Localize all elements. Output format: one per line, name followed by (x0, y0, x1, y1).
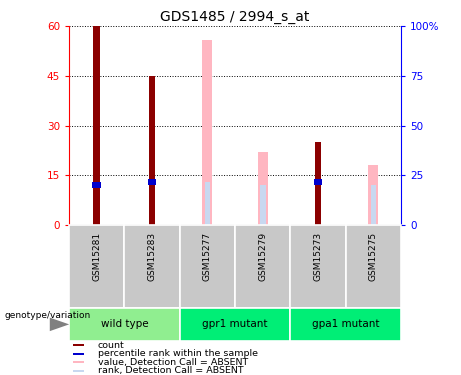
Text: wild type: wild type (100, 320, 148, 329)
Text: GSM15273: GSM15273 (313, 232, 323, 281)
Text: count: count (98, 341, 124, 350)
Bar (149, 76, 155, 225)
Bar (260, 185, 266, 225)
Bar (69, 225, 124, 308)
Text: gpa1 mutant: gpa1 mutant (312, 320, 379, 329)
Bar (73, 345, 84, 346)
Bar (258, 152, 268, 225)
Text: rank, Detection Call = ABSENT: rank, Detection Call = ABSENT (98, 366, 243, 375)
Text: GSM15277: GSM15277 (203, 232, 212, 281)
Bar (73, 370, 84, 372)
Text: GSM15283: GSM15283 (148, 232, 157, 281)
Text: value, Detection Call = ABSENT: value, Detection Call = ABSENT (98, 358, 248, 367)
Bar (346, 225, 401, 308)
Bar (148, 179, 156, 185)
Bar (202, 39, 213, 225)
Bar (73, 362, 84, 363)
Bar (94, 26, 100, 225)
Text: gpr1 mutant: gpr1 mutant (202, 320, 268, 329)
Text: genotype/variation: genotype/variation (5, 310, 91, 320)
Title: GDS1485 / 2994_s_at: GDS1485 / 2994_s_at (160, 10, 310, 24)
Text: percentile rank within the sample: percentile rank within the sample (98, 350, 258, 358)
Bar (290, 225, 346, 308)
Bar (69, 308, 180, 341)
Bar (235, 225, 290, 308)
Bar (73, 353, 84, 355)
Bar (314, 179, 322, 185)
Text: GSM15281: GSM15281 (92, 232, 101, 281)
Bar (290, 308, 401, 341)
Bar (205, 182, 210, 225)
Bar (180, 308, 290, 341)
Text: GSM15279: GSM15279 (258, 232, 267, 281)
Bar (124, 225, 180, 308)
Polygon shape (50, 318, 69, 331)
Text: GSM15275: GSM15275 (369, 232, 378, 281)
Bar (371, 185, 376, 225)
Bar (368, 165, 378, 225)
Bar (315, 142, 321, 225)
Bar (180, 225, 235, 308)
Bar (93, 182, 101, 188)
